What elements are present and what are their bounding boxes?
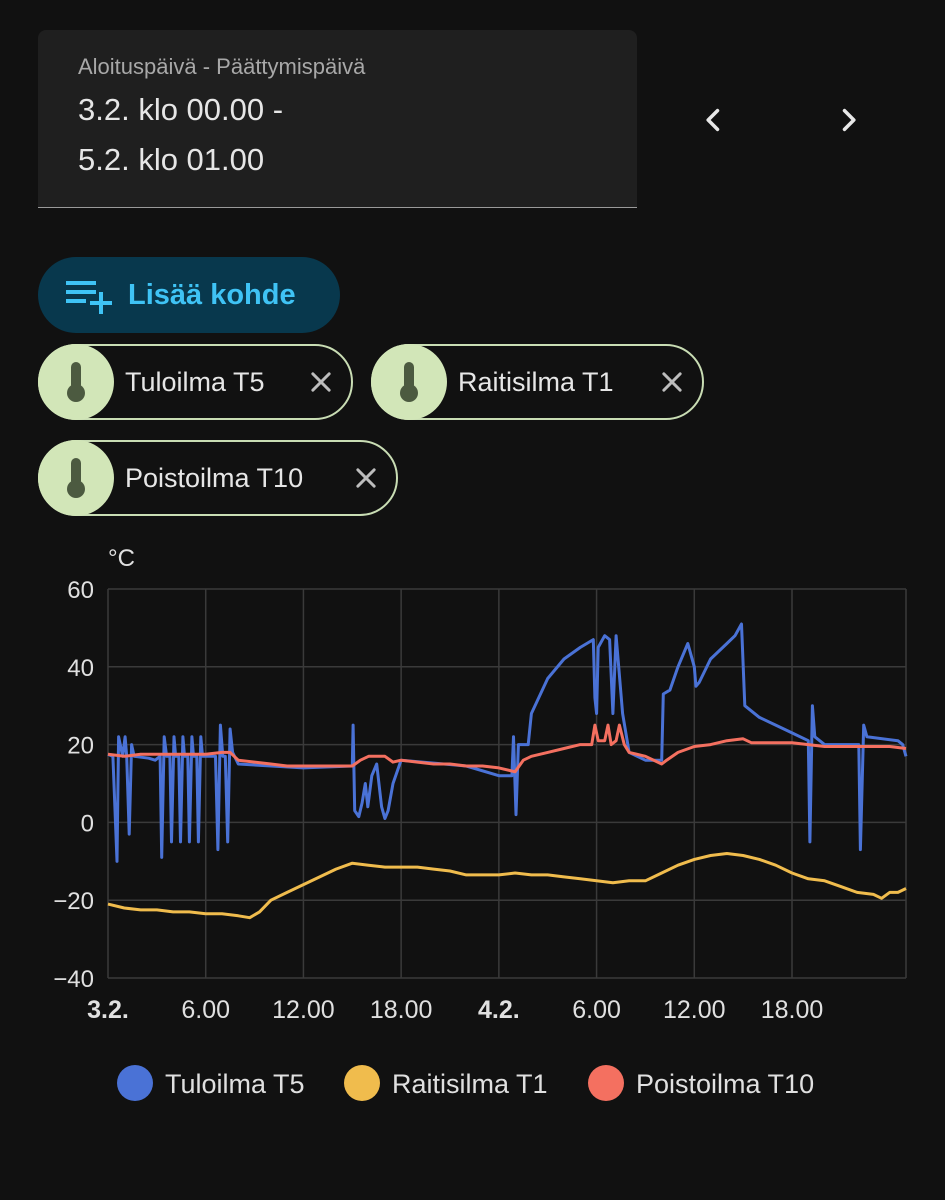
legend-item-0[interactable]: Tuloilma T5 <box>117 1065 305 1101</box>
chip-avatar <box>38 344 114 420</box>
x-tick-label: 12.00 <box>272 996 335 1024</box>
legend-label: Poistoilma T10 <box>636 1069 814 1099</box>
temperature-chart: °C 60 40 20 0 −20 −40 3.2. 6.00 12.00 18.00 4.2. 6.0… <box>53 545 908 1101</box>
x-tick-label: 4.2. <box>478 996 520 1024</box>
y-tick-label: 0 <box>81 810 94 837</box>
chip-label: Poistoilma T10 <box>125 462 304 493</box>
legend-label: Tuloilma T5 <box>165 1069 305 1099</box>
legend-label: Raitisilma T1 <box>392 1069 548 1099</box>
date-range-label: Aloituspäivä - Päättymispäivä <box>78 54 366 79</box>
series-line-1 <box>107 852 907 920</box>
x-tick-label: 18.00 <box>761 996 824 1024</box>
chevron-right-icon <box>842 108 856 132</box>
target-chip-tuloilma[interactable]: Tuloilma T5 <box>38 344 353 420</box>
add-target-button[interactable]: Lisää kohde <box>38 257 340 333</box>
close-icon[interactable] <box>307 368 335 396</box>
legend-item-2[interactable]: Poistoilma T10 <box>588 1065 814 1101</box>
y-tick-label: 60 <box>67 577 94 604</box>
thermometer-icon <box>400 362 418 402</box>
end-date-value: 5.2. klo 01.00 <box>78 142 265 177</box>
legend-swatch <box>344 1065 380 1101</box>
legend-swatch <box>588 1065 624 1101</box>
target-chip-poistoilma[interactable]: Poistoilma T10 <box>38 440 398 516</box>
chevron-left-icon <box>706 108 720 132</box>
thermometer-icon <box>67 458 85 498</box>
chip-avatar <box>38 440 114 516</box>
thermometer-icon <box>67 362 85 402</box>
previous-period-button[interactable] <box>690 96 738 144</box>
close-icon[interactable] <box>352 464 380 492</box>
y-tick-label: −20 <box>53 888 94 915</box>
date-range-field[interactable]: Aloituspäivä - Päättymispäivä 3.2. klo 0… <box>38 30 637 208</box>
y-tick-label: −40 <box>53 966 94 993</box>
y-tick-label: 20 <box>67 733 94 760</box>
x-tick-label: 3.2. <box>87 996 129 1024</box>
start-date-value: 3.2. klo 00.00 - <box>78 92 284 127</box>
chip-avatar <box>371 344 447 420</box>
chip-label: Tuloilma T5 <box>125 366 265 397</box>
legend-item-1[interactable]: Raitisilma T1 <box>344 1065 548 1101</box>
target-chip-raitisilma[interactable]: Raitisilma T1 <box>371 344 704 420</box>
playlist-plus-icon <box>66 281 112 314</box>
chip-label: Raitisilma T1 <box>458 366 614 397</box>
x-tick-label: 6.00 <box>572 996 621 1024</box>
legend-swatch <box>117 1065 153 1101</box>
x-tick-label: 18.00 <box>370 996 433 1024</box>
next-period-button[interactable] <box>824 96 872 144</box>
y-axis-unit: °C <box>108 545 135 572</box>
y-tick-label: 40 <box>67 655 94 682</box>
close-icon[interactable] <box>658 368 686 396</box>
series-line-2 <box>107 723 907 774</box>
x-tick-label: 6.00 <box>181 996 230 1024</box>
series-line-0 <box>107 622 908 863</box>
add-target-label: Lisää kohde <box>128 278 296 311</box>
x-tick-label: 12.00 <box>663 996 726 1024</box>
